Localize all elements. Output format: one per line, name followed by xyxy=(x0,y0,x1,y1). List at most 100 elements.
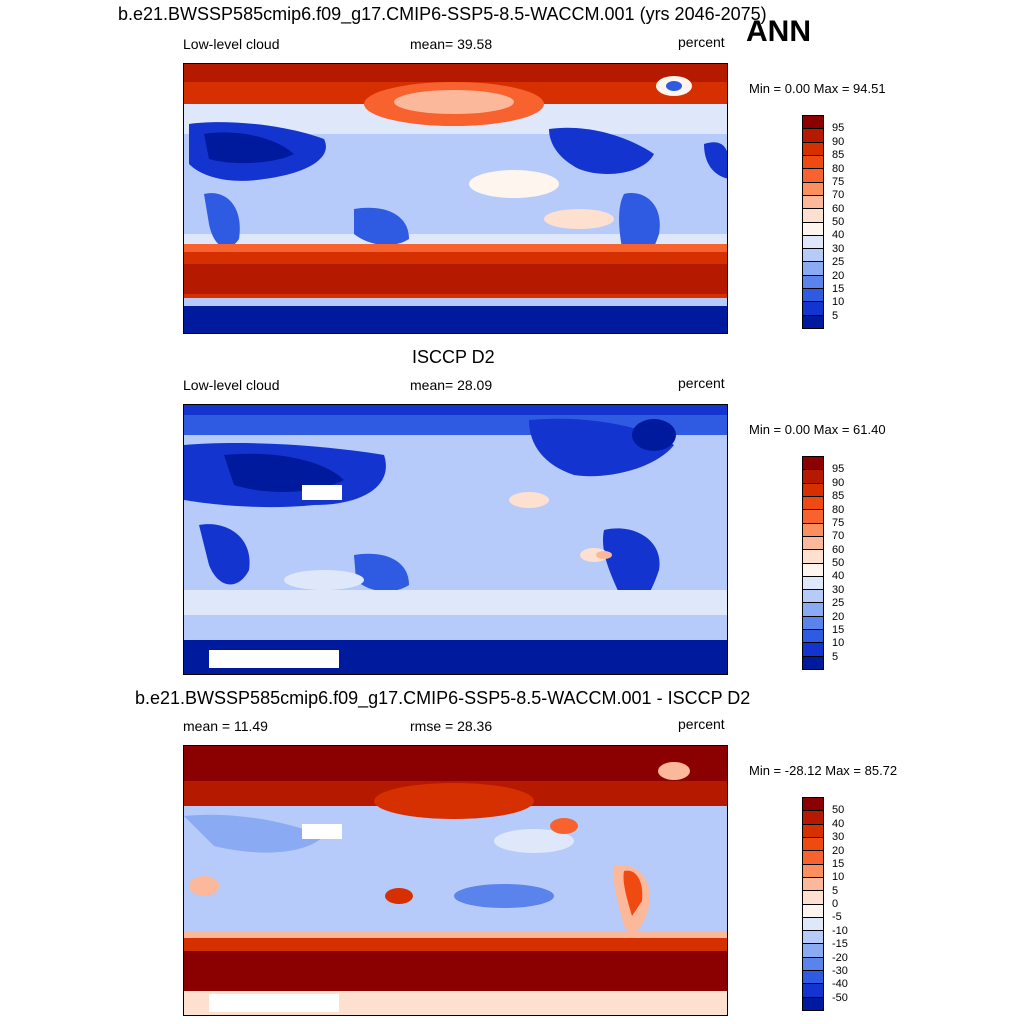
colorbar-tick-label: 10 xyxy=(832,871,845,884)
colorbar-swatch xyxy=(803,195,823,210)
panel1-minmax: Min = 0.00 Max = 94.51 xyxy=(749,81,886,96)
colorbar-tick-label: 80 xyxy=(832,162,845,175)
colorbar-swatch xyxy=(803,984,823,998)
colorbar-swatch xyxy=(803,142,823,156)
colorbar-tick-label: 20 xyxy=(832,844,845,857)
panel2-mean-label: mean= 28.09 xyxy=(410,377,493,393)
colorbar-swatch xyxy=(803,169,823,183)
colorbar-tick-label: -15 xyxy=(832,938,848,951)
colorbar-swatch xyxy=(803,536,823,551)
panel1-variable-label: Low-level cloud xyxy=(183,36,280,52)
colorbar-tick-label: 10 xyxy=(832,637,845,650)
colorbar-swatch xyxy=(803,837,823,852)
colorbar-swatch xyxy=(803,129,823,143)
colorbar-tick-label: 85 xyxy=(832,149,845,162)
colorbar-tick-label: 70 xyxy=(832,189,845,202)
colorbar-swatch xyxy=(803,209,823,223)
colorbar-tick-label: 0 xyxy=(832,898,839,910)
colorbar-tick-label: -5 xyxy=(832,911,842,924)
colorbar-tick-label: 25 xyxy=(832,256,845,269)
colorbar-tick-label: 15 xyxy=(832,623,845,636)
panel2-variable-label: Low-level cloud xyxy=(183,377,280,393)
colorbar-swatch xyxy=(803,616,823,631)
colorbar-tick-label: 25 xyxy=(832,597,845,610)
panel3-units-label: percent xyxy=(678,716,725,732)
colorbar-tick-label: 20 xyxy=(832,269,845,282)
colorbar-tick-label: -30 xyxy=(832,964,848,977)
colorbar-swatch xyxy=(803,222,823,236)
colorbar-swatch xyxy=(803,457,823,471)
panel3-mean-label: mean = 11.49 xyxy=(183,718,268,734)
colorbar-tick-label: 75 xyxy=(832,175,845,188)
colorbar-swatch xyxy=(803,656,823,669)
colorbar-swatch xyxy=(803,550,823,564)
colorbar-swatch xyxy=(803,971,823,985)
colorbar-tick-label: 10 xyxy=(832,296,845,309)
colorbar-swatch xyxy=(803,944,823,958)
panel1-mean-label: mean= 39.58 xyxy=(410,36,493,52)
panel1-colorbar xyxy=(802,115,824,329)
panel2-map xyxy=(183,404,728,675)
colorbar-swatch xyxy=(803,302,823,316)
colorbar-swatch xyxy=(803,590,823,604)
panel3-title: b.e21.BWSSP585cmip6.f09_g17.CMIP6-SSP5-8… xyxy=(135,688,751,708)
panel1-colorbar-labels: 95 90 85 80 75 70 60 50 40 30 25 20 15 10 5 xyxy=(832,115,892,329)
colorbar-tick-label: 30 xyxy=(832,831,845,844)
panel3-map xyxy=(183,745,728,1016)
colorbar-tick-label: 90 xyxy=(832,476,845,489)
colorbar-tick-label: 30 xyxy=(832,242,845,255)
colorbar-tick-label: 30 xyxy=(832,583,845,596)
colorbar-swatch xyxy=(803,917,823,932)
panel2-title: ISCCP D2 xyxy=(412,347,495,367)
colorbar-swatch xyxy=(803,824,823,838)
colorbar-tick-label: 80 xyxy=(832,503,845,516)
panel1-units-label: percent xyxy=(678,34,725,50)
colorbar-tick-label: 40 xyxy=(832,817,845,830)
colorbar-tick-label: 60 xyxy=(832,202,845,215)
colorbar-tick-label: 50 xyxy=(832,216,845,228)
season-label: ANN xyxy=(746,15,811,48)
colorbar-swatch xyxy=(803,116,823,130)
panel2-colorbar-labels: 95 90 85 80 75 70 60 50 40 30 25 20 15 10 5 xyxy=(832,456,892,670)
colorbar-swatch xyxy=(803,643,823,657)
colorbar-swatch xyxy=(803,851,823,865)
colorbar-swatch xyxy=(803,603,823,617)
colorbar-tick-label: 5 xyxy=(832,884,839,897)
colorbar-swatch xyxy=(803,957,823,972)
colorbar-swatch xyxy=(803,483,823,497)
colorbar-tick-label: 50 xyxy=(832,804,845,817)
colorbar-tick-label: 75 xyxy=(832,516,845,529)
colorbar-swatch xyxy=(803,496,823,511)
panel3-colorbar-labels: 50 40 30 20 15 10 5 0 -5 -10 -15 -20 -30 -40 -50 xyxy=(832,797,892,1011)
colorbar-tick-label: 70 xyxy=(832,530,845,543)
colorbar-swatch xyxy=(803,262,823,276)
colorbar-swatch xyxy=(803,155,823,170)
colorbar-swatch xyxy=(803,275,823,290)
colorbar-tick-label: 50 xyxy=(832,557,845,569)
colorbar-tick-label: 95 xyxy=(832,463,845,476)
colorbar-swatch xyxy=(803,891,823,905)
panel1-title: b.e21.BWSSP585cmip6.f09_g17.CMIP6-SSP5-8… xyxy=(118,4,767,24)
colorbar-swatch xyxy=(803,510,823,524)
colorbar-tick-label: 5 xyxy=(832,309,839,322)
colorbar-swatch xyxy=(803,997,823,1010)
panel3-colorbar xyxy=(802,797,824,1011)
panel1-map xyxy=(183,63,728,334)
colorbar-tick-label: 60 xyxy=(832,543,845,556)
colorbar-swatch xyxy=(803,563,823,577)
colorbar-swatch xyxy=(803,798,823,812)
colorbar-tick-label: 95 xyxy=(832,122,845,135)
colorbar-swatch xyxy=(803,315,823,328)
colorbar-tick-label: 40 xyxy=(832,229,845,242)
colorbar-tick-label: 90 xyxy=(832,135,845,148)
colorbar-swatch xyxy=(803,182,823,196)
colorbar-tick-label: 5 xyxy=(832,650,839,663)
colorbar-tick-label: 15 xyxy=(832,857,845,870)
colorbar-tick-label: -50 xyxy=(832,991,848,1004)
colorbar-swatch xyxy=(803,864,823,878)
colorbar-tick-label: -20 xyxy=(832,951,848,964)
colorbar-tick-label: 85 xyxy=(832,490,845,503)
panel2-colorbar xyxy=(802,456,824,670)
panel2-units-label: percent xyxy=(678,375,725,391)
colorbar-tick-label: 15 xyxy=(832,282,845,295)
